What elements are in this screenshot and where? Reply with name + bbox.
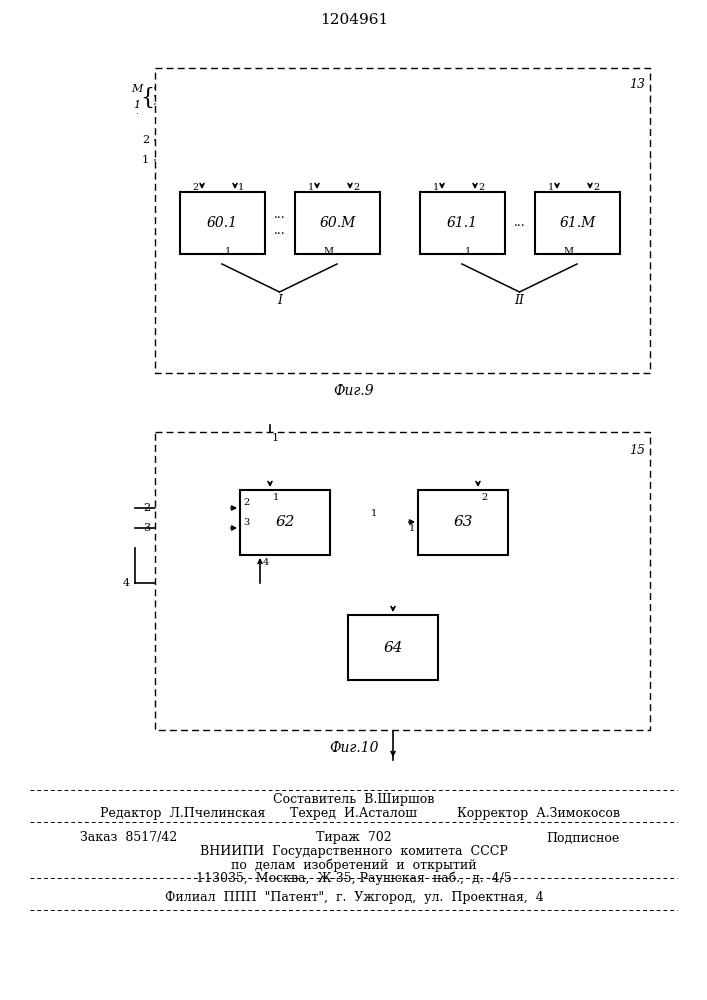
Text: {: {	[140, 87, 154, 109]
FancyBboxPatch shape	[155, 68, 650, 373]
Text: 13: 13	[629, 78, 645, 91]
Text: 2: 2	[478, 184, 484, 192]
Text: I: I	[277, 294, 282, 306]
Text: Техред  И.Асталош: Техред И.Асталош	[291, 808, 418, 820]
Text: Фиг.9: Фиг.9	[334, 384, 374, 398]
Text: 4: 4	[263, 558, 269, 567]
Text: 15: 15	[629, 444, 645, 457]
FancyBboxPatch shape	[295, 192, 380, 254]
Text: 4: 4	[123, 578, 130, 588]
Text: ...: ...	[274, 209, 286, 222]
Text: 2: 2	[142, 135, 149, 145]
Text: .: .	[136, 102, 139, 110]
Text: 113035,  Москва,  Ж-35, Раушская  наб.,  д.  4/5: 113035, Москва, Ж-35, Раушская наб., д. …	[196, 871, 512, 885]
Text: 1: 1	[433, 184, 439, 192]
Text: M: M	[564, 247, 574, 256]
Text: 2: 2	[143, 503, 150, 513]
FancyBboxPatch shape	[420, 192, 505, 254]
Text: Заказ  8517/42: Заказ 8517/42	[80, 832, 177, 844]
Text: Составитель  В.Ширшов: Составитель В.Ширшов	[274, 794, 435, 806]
Text: ...: ...	[514, 217, 526, 230]
Text: M: M	[132, 84, 143, 94]
Text: M: M	[324, 247, 334, 256]
Text: 3: 3	[243, 518, 250, 527]
Text: 1: 1	[273, 493, 279, 502]
Text: 60.1: 60.1	[207, 216, 238, 230]
FancyBboxPatch shape	[155, 432, 650, 730]
Text: 1: 1	[308, 184, 314, 192]
FancyBboxPatch shape	[240, 490, 330, 555]
Text: 1: 1	[548, 184, 554, 192]
Text: Тираж  702: Тираж 702	[316, 832, 392, 844]
Text: Фиг.10: Фиг.10	[329, 741, 379, 755]
Text: 2: 2	[193, 184, 199, 192]
Text: Корректор  А.Зимокосов: Корректор А.Зимокосов	[457, 808, 620, 820]
Text: 64: 64	[383, 641, 403, 654]
Text: 1204961: 1204961	[320, 13, 388, 27]
Text: 62: 62	[275, 516, 295, 530]
FancyBboxPatch shape	[180, 192, 265, 254]
Text: 60.M: 60.M	[320, 216, 356, 230]
Text: 2: 2	[481, 493, 487, 502]
Text: .: .	[136, 108, 139, 116]
Text: Подписное: Подписное	[547, 832, 620, 844]
Text: 3: 3	[143, 523, 150, 533]
Text: ...: ...	[274, 225, 286, 237]
Text: 1: 1	[225, 247, 231, 256]
Text: 2: 2	[243, 498, 250, 507]
Text: 61.M: 61.M	[559, 216, 596, 230]
Text: ВНИИПИ  Государственного  комитета  СССР: ВНИИПИ Государственного комитета СССР	[200, 846, 508, 858]
Text: 1: 1	[465, 247, 472, 256]
Text: Редактор  Л.Пчелинская: Редактор Л.Пчелинская	[100, 808, 265, 820]
Text: 63: 63	[453, 516, 473, 530]
Text: 1: 1	[272, 433, 279, 443]
Text: 1: 1	[134, 100, 141, 110]
Text: .: .	[136, 96, 139, 104]
Text: 61.1: 61.1	[447, 216, 478, 230]
Text: II: II	[515, 294, 525, 306]
FancyBboxPatch shape	[535, 192, 620, 254]
Text: 2: 2	[353, 184, 359, 192]
Text: 1: 1	[238, 184, 244, 192]
Text: 1: 1	[371, 509, 377, 518]
Text: 1: 1	[409, 524, 415, 533]
FancyBboxPatch shape	[418, 490, 508, 555]
Text: Филиал  ППП  "Патент",  г.  Ужгород,  ул.  Проектная,  4: Филиал ППП "Патент", г. Ужгород, ул. Про…	[165, 892, 544, 904]
FancyBboxPatch shape	[348, 615, 438, 680]
Text: 1: 1	[142, 155, 149, 165]
Text: 2: 2	[593, 184, 600, 192]
Text: по  делам  изобретений  и  открытий: по делам изобретений и открытий	[231, 858, 477, 872]
